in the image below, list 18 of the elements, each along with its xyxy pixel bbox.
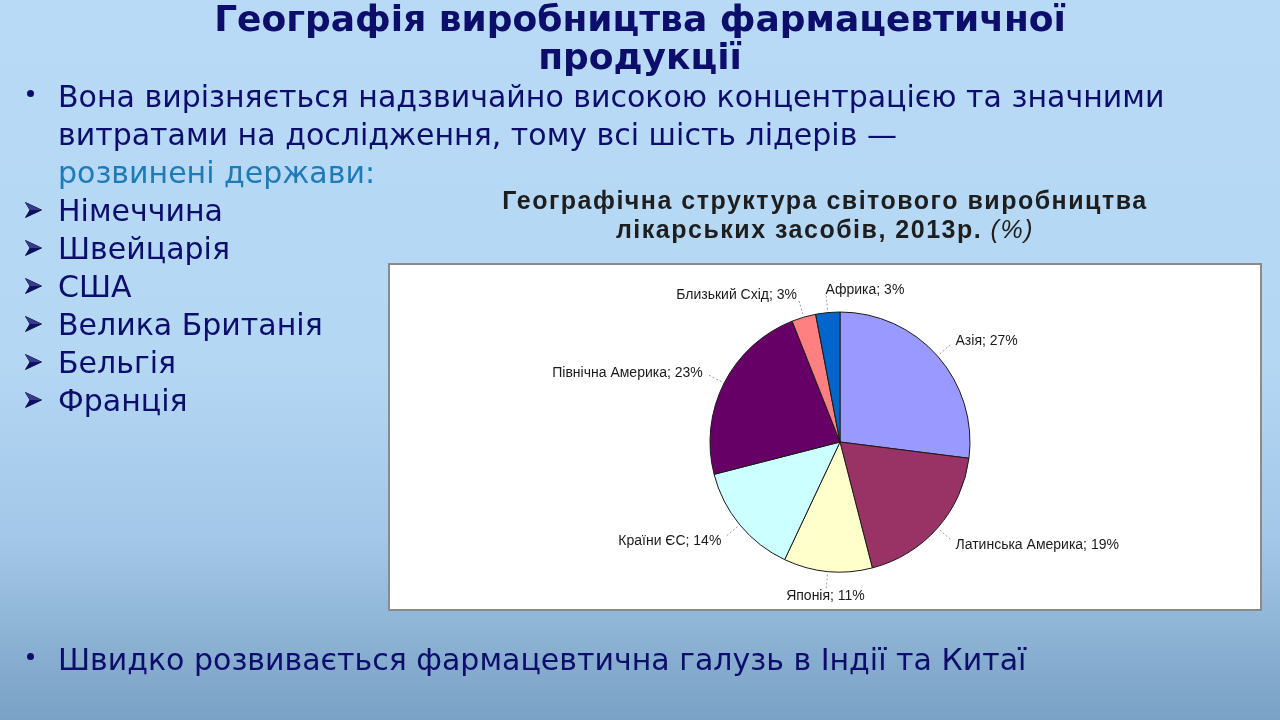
slice-label: Латинська Америка; 19% [955, 535, 1119, 552]
text: Бельгія [58, 345, 177, 380]
chart-subtitle: Географічна структура світового виробництва лікарських засобів, 2013р. (%) [502, 186, 1148, 243]
slice-label: Близький Схід; 3% [676, 286, 798, 303]
text: Швидко розвивається фармацевтична галузь в Індії та Китаї [58, 642, 1027, 677]
text: Німеччина [58, 193, 223, 228]
slice-label: Північна Америка; 23% [552, 364, 703, 381]
slice-label: Азія; 27% [955, 332, 1018, 349]
text: Велика Британія [58, 307, 323, 342]
slice-label: Японія; 11% [786, 587, 865, 604]
text: Швейцарія [58, 231, 230, 266]
text: Франція [58, 383, 188, 418]
text: Вона вирізняється надзвичайно високою концентрацією та значними витратами на дослідження, тому всі шість лідерів — [58, 79, 1165, 152]
text: розвинені держави: [58, 155, 376, 190]
text: США [58, 269, 132, 304]
slice-label: Африка; 3% [825, 280, 905, 297]
chart-title: Географія виробництва фармацевтичної продукції [214, 0, 1066, 77]
slice-label: Країни ЄС; 14% [618, 532, 722, 549]
